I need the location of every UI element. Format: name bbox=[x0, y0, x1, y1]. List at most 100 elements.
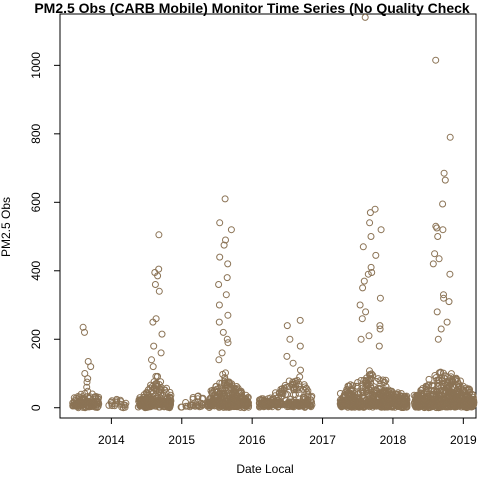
data-point bbox=[362, 308, 370, 316]
data-point bbox=[167, 400, 174, 408]
data-point bbox=[365, 332, 373, 340]
data-point bbox=[345, 392, 352, 400]
data-point bbox=[218, 349, 226, 357]
data-point bbox=[303, 384, 310, 392]
data-point bbox=[283, 322, 291, 330]
data-point bbox=[141, 401, 149, 409]
data-point bbox=[220, 241, 228, 249]
data-point bbox=[468, 391, 476, 399]
data-point bbox=[261, 397, 269, 404]
data-point bbox=[375, 342, 383, 350]
data-point bbox=[466, 400, 473, 408]
data-point bbox=[155, 231, 163, 239]
data-point bbox=[440, 291, 447, 299]
data-point bbox=[388, 388, 396, 395]
data-point bbox=[364, 270, 372, 278]
data-point bbox=[286, 335, 294, 343]
x-axis-label: Date Local bbox=[236, 462, 293, 476]
data-point bbox=[222, 369, 229, 377]
data-point bbox=[376, 322, 384, 330]
data-point bbox=[149, 399, 157, 407]
data-point bbox=[446, 133, 454, 141]
data-point bbox=[366, 392, 374, 400]
data-point bbox=[83, 378, 91, 386]
data-point bbox=[420, 389, 428, 397]
data-point bbox=[227, 226, 235, 234]
data-point bbox=[278, 389, 286, 397]
data-point bbox=[215, 281, 223, 288]
data-point bbox=[438, 391, 446, 399]
data-point bbox=[154, 272, 162, 280]
data-point bbox=[194, 395, 202, 403]
data-point bbox=[108, 402, 116, 410]
data-point bbox=[155, 265, 163, 273]
data-point bbox=[88, 402, 96, 410]
data-point bbox=[376, 377, 384, 385]
data-point bbox=[347, 403, 355, 411]
data-point bbox=[440, 294, 448, 302]
data-point bbox=[391, 403, 399, 411]
data-point bbox=[117, 400, 125, 408]
data-point bbox=[444, 379, 452, 387]
data-point bbox=[379, 376, 387, 384]
data-point bbox=[359, 243, 367, 251]
data-point bbox=[439, 226, 447, 234]
data-point bbox=[377, 226, 385, 234]
y-tick-label: 0 bbox=[29, 404, 43, 411]
data-point bbox=[151, 281, 159, 288]
data-point bbox=[399, 404, 407, 411]
data-point bbox=[166, 403, 174, 411]
data-point bbox=[157, 389, 165, 397]
data-point bbox=[363, 382, 371, 389]
data-point bbox=[77, 400, 85, 408]
y-tick-label: 600 bbox=[29, 192, 43, 212]
x-tick-label: 2017 bbox=[309, 433, 336, 447]
data-point bbox=[357, 335, 365, 343]
data-point bbox=[402, 397, 410, 405]
data-point bbox=[373, 402, 381, 410]
data-point bbox=[166, 393, 174, 401]
data-point bbox=[367, 263, 375, 271]
data-point bbox=[445, 298, 453, 306]
data-point bbox=[453, 382, 460, 390]
data-point bbox=[360, 277, 368, 285]
data-point bbox=[273, 401, 281, 409]
data-point bbox=[429, 260, 437, 268]
data-point bbox=[425, 396, 433, 404]
data-point bbox=[434, 383, 442, 391]
data-point bbox=[257, 401, 265, 409]
data-point bbox=[395, 393, 403, 401]
data-point bbox=[465, 389, 473, 397]
data-point bbox=[358, 315, 366, 323]
data-point bbox=[95, 393, 103, 401]
x-axis: 2014 2015 2016 2017 2018 2019 bbox=[98, 417, 477, 447]
data-point bbox=[220, 390, 228, 397]
data-point bbox=[296, 316, 304, 324]
y-axis: 0 200 400 600 800 1000 bbox=[29, 52, 61, 411]
data-point bbox=[290, 391, 297, 399]
data-point bbox=[446, 387, 454, 395]
x-tick-label: 2014 bbox=[98, 433, 125, 447]
data-point bbox=[435, 255, 443, 263]
data-point bbox=[342, 399, 350, 407]
data-point bbox=[83, 383, 91, 391]
data-point bbox=[207, 399, 215, 407]
data-point bbox=[431, 250, 439, 258]
chart-title: PM2.5 Obs (CARB Mobile) Monitor Time Ser… bbox=[34, 0, 470, 16]
data-point bbox=[452, 396, 460, 404]
y-tick-label: 800 bbox=[29, 123, 43, 143]
data-point bbox=[113, 395, 121, 403]
data-point bbox=[354, 379, 362, 386]
data-point bbox=[304, 399, 312, 407]
data-point bbox=[149, 382, 156, 390]
plot-frame bbox=[59, 13, 477, 419]
data-point bbox=[221, 374, 229, 382]
data-point bbox=[296, 373, 304, 381]
data-point bbox=[178, 403, 186, 411]
data-point bbox=[240, 401, 248, 409]
data-point bbox=[150, 400, 158, 408]
data-point bbox=[149, 363, 157, 371]
data-point bbox=[361, 13, 369, 21]
data-point bbox=[223, 335, 231, 343]
y-tick-label: 400 bbox=[29, 260, 43, 280]
